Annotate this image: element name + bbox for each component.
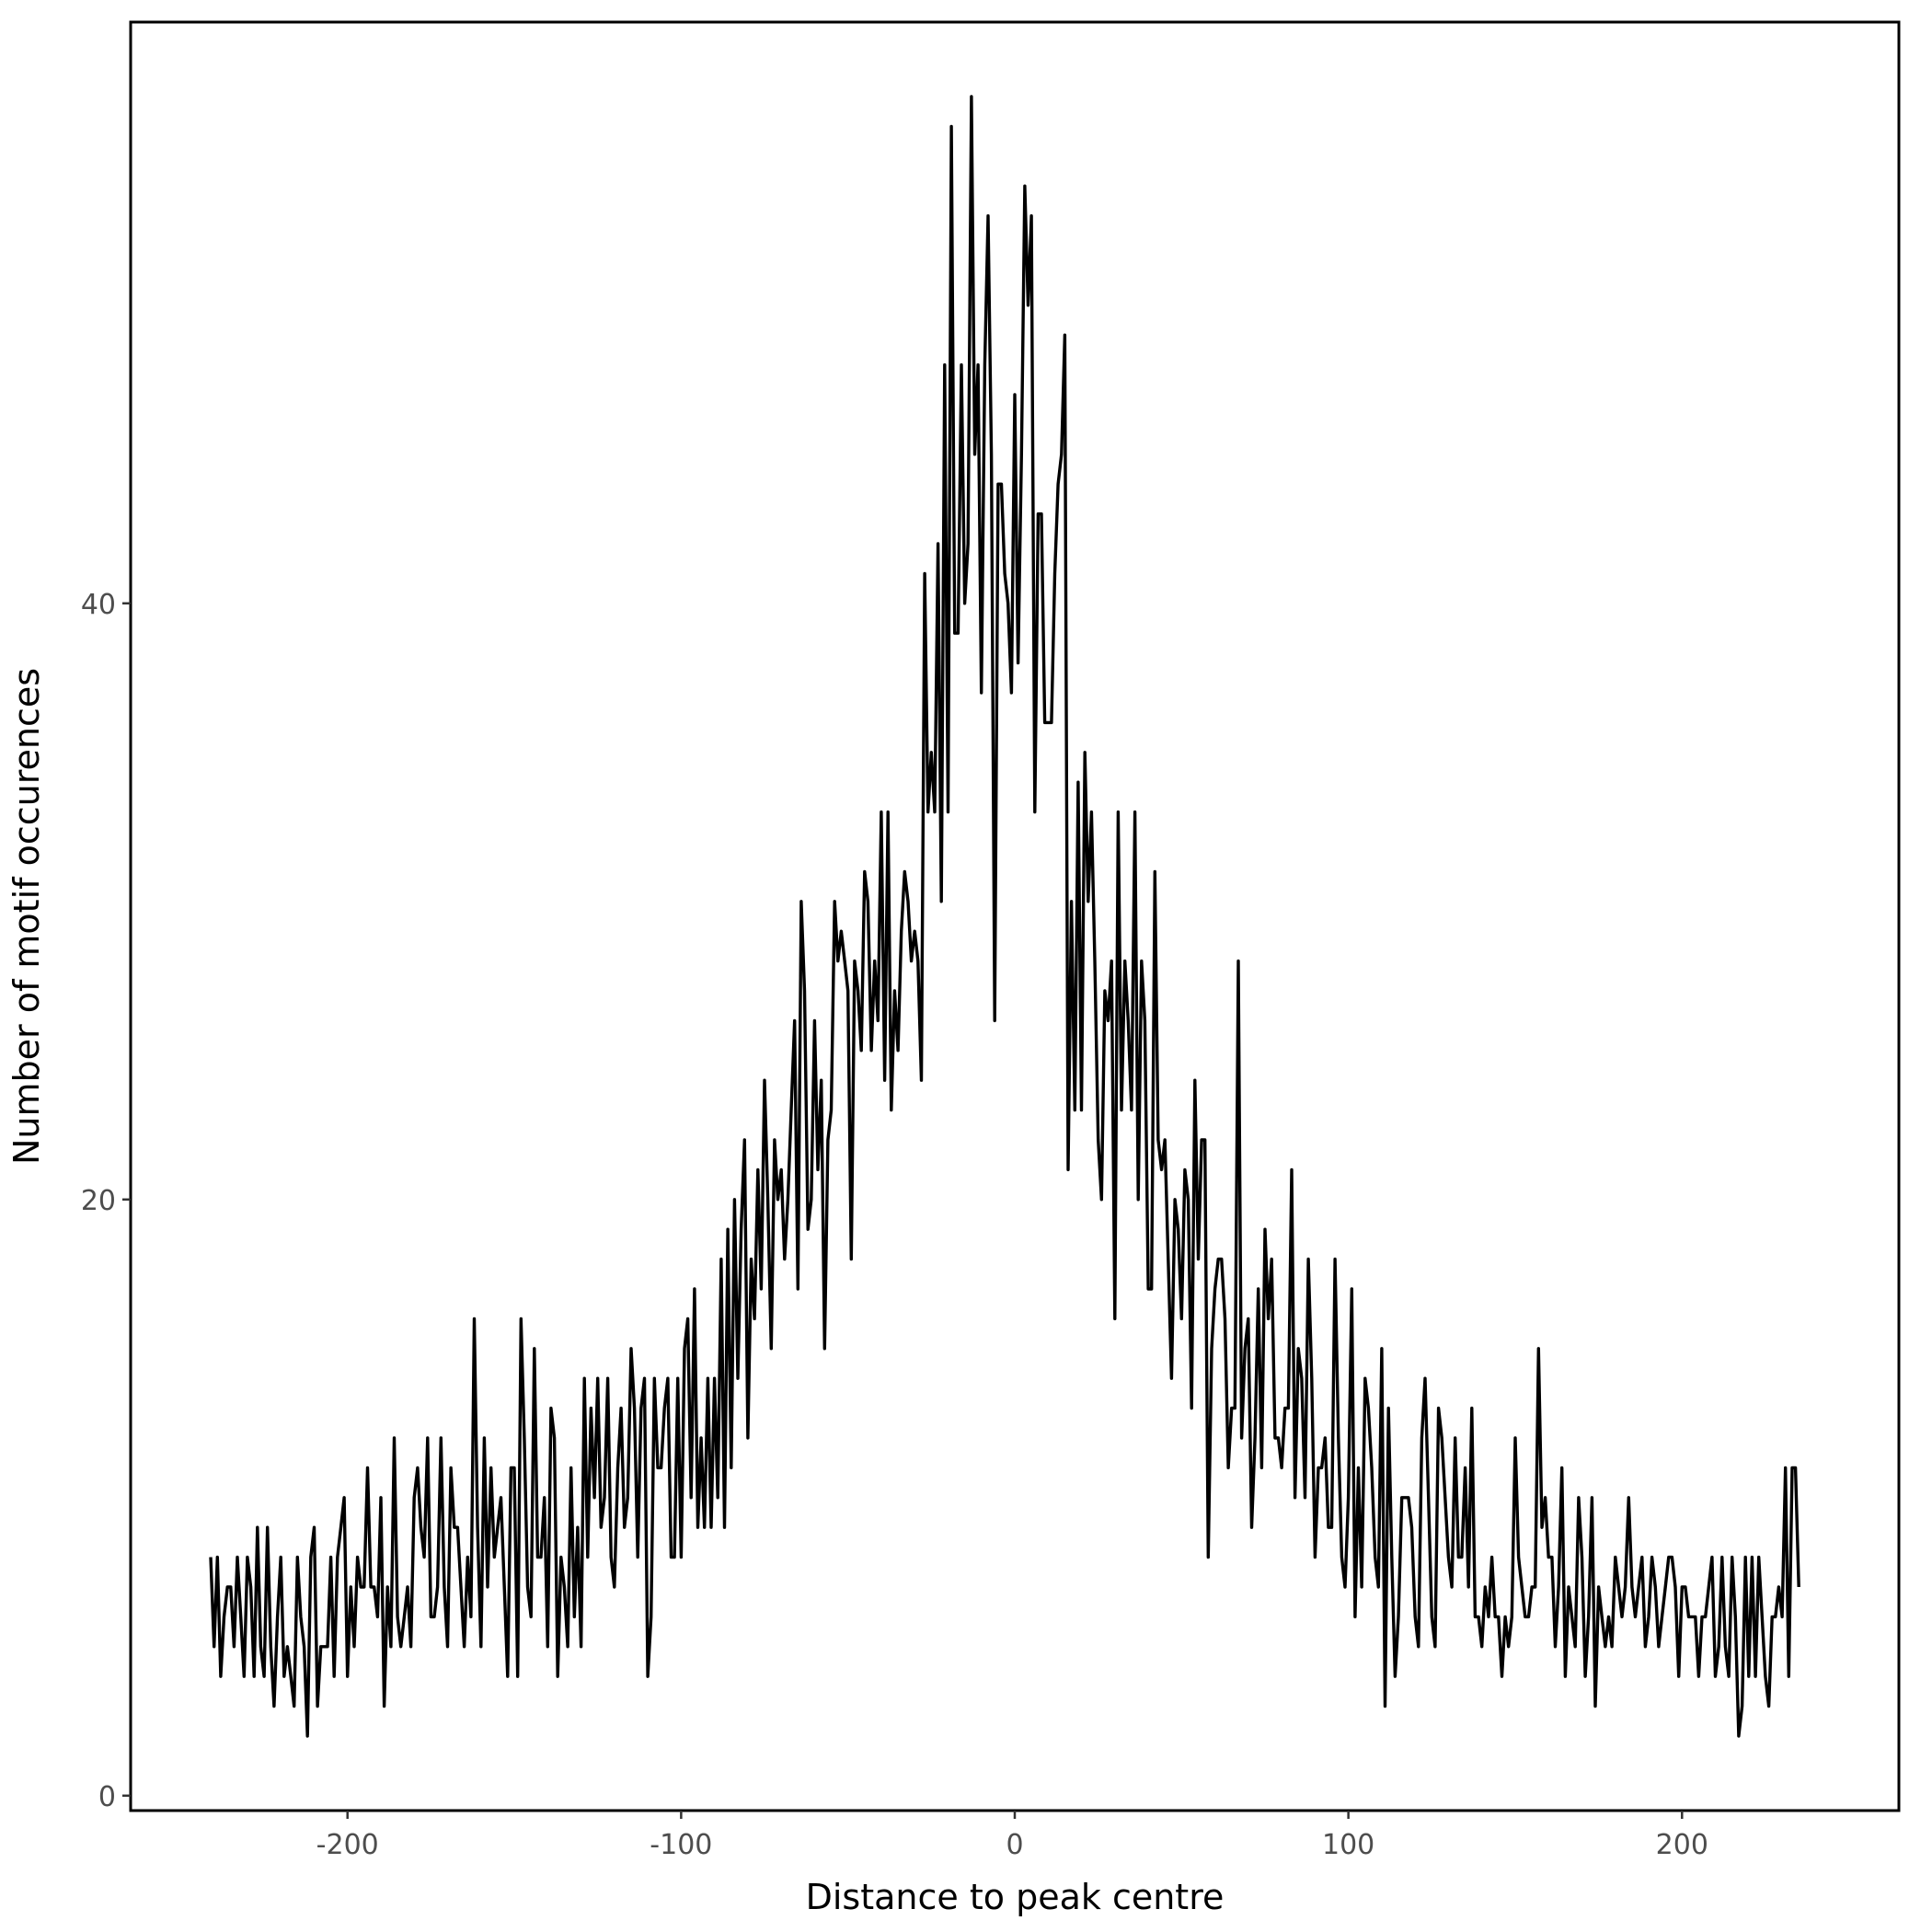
y-tick-label: 0 (98, 1781, 116, 1813)
series-line (209, 95, 1800, 1738)
y-tick-label: 40 (81, 589, 116, 621)
x-tick-label: -100 (650, 1829, 712, 1861)
x-axis-title: Distance to peak centre (806, 1877, 1225, 1917)
y-tick-label: 20 (81, 1185, 116, 1217)
x-tick-label: 0 (1006, 1829, 1023, 1861)
x-tick-label: -200 (316, 1829, 379, 1861)
y-axis-title: Number of motif occurences (6, 668, 47, 1165)
x-axis-ticks: -200 -100 0 100 200 (316, 1811, 1708, 1861)
x-tick-label: 200 (1656, 1829, 1708, 1861)
x-tick-label: 100 (1322, 1829, 1374, 1861)
y-axis-ticks: 0 20 40 (81, 589, 131, 1813)
